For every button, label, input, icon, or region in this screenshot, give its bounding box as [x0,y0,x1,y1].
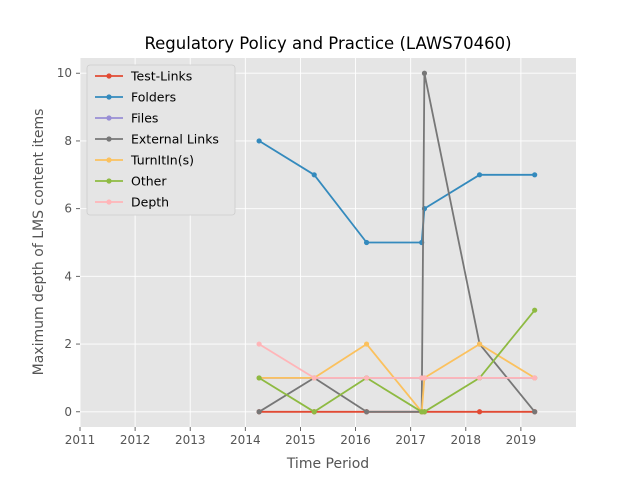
data-point-other [532,307,538,313]
data-point-external-links [532,409,538,415]
legend-label: Test-Links [130,69,192,84]
legend-marker [106,178,112,184]
legend-entry: Folders [95,90,176,105]
x-tick-label: 2017 [395,433,426,447]
legend-label: Folders [131,90,176,105]
data-point-other [311,409,317,415]
data-point-turnitin-s [363,341,370,347]
data-point-depth [476,375,483,381]
legend-entry: Other [95,174,167,189]
y-tick-label: 10 [57,66,72,80]
data-point-folders [363,239,370,246]
legend-entry: Depth [95,195,169,210]
legend-label: Depth [131,195,169,210]
data-point-folders [256,138,262,144]
series-folders [256,138,538,246]
y-tick-label: 0 [64,405,72,419]
data-point-depth [311,375,317,381]
data-point-depth [256,341,262,347]
data-point-other [421,409,428,415]
y-tick-label: 6 [64,202,72,216]
y-axis-ticks: 0 2 4 6 8 10 [57,66,80,419]
data-point-other [256,375,262,381]
x-tick-label: 2015 [285,433,316,447]
legend-box [86,64,236,216]
legend-label: Files [131,111,158,126]
x-tick-label: 2018 [451,433,482,447]
legend-marker [106,136,112,142]
legend-marker [106,73,112,79]
legend-marker [106,94,112,100]
data-point-folders [532,172,538,178]
data-point-depth [532,375,538,381]
x-axis-ticks: 2011 2012 2013 2014 2015 2016 2017 2018 2019 [65,427,536,447]
legend-entry: External Links [95,132,219,147]
data-point-depth [421,375,428,381]
x-tick-label: 2014 [230,433,261,447]
x-tick-label: 2012 [120,433,151,447]
legend-entry: TurnItIn(s) [95,153,194,168]
data-point-folders [476,172,483,178]
legend-label: External Links [131,132,219,147]
series [256,70,538,415]
y-tick-label: 8 [64,134,72,148]
data-point-external-links [256,409,262,415]
legend-marker [106,199,112,205]
legend-entry: Files [95,111,158,126]
data-point-turnitin-s [476,341,483,347]
x-tick-label: 2016 [340,433,371,447]
data-point-test-links [476,409,483,415]
legend-label: TurnItIn(s) [130,153,194,168]
data-point-folders [311,172,317,178]
legend: Test-Links Folders Files External Links Turn… [86,64,236,216]
legend-label: Other [131,174,167,189]
data-point-external-links [363,409,370,415]
legend-marker [106,157,112,163]
x-axis-label: Time Period [286,456,369,472]
legend-marker [106,115,112,121]
x-tick-label: 2019 [506,433,537,447]
data-point-depth [363,375,370,381]
chart-title: Regulatory Policy and Practice (LAWS7046… [144,34,511,53]
y-tick-label: 2 [64,337,72,351]
data-point-external-links [421,70,428,76]
legend-entry: Test-Links [95,69,192,84]
x-tick-label: 2011 [65,433,96,447]
y-axis-label: Maximum depth of LMS content items [31,109,47,376]
x-tick-label: 2013 [175,433,206,447]
series-depth [256,341,538,381]
y-tick-label: 4 [64,269,72,283]
